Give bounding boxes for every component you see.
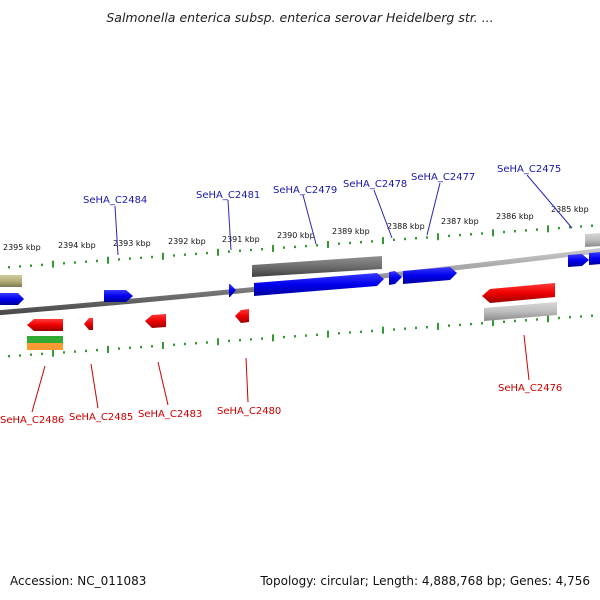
gene-label[interactable]: SeHA_C2476 [498, 383, 562, 394]
scale-label: 2386 kbp [496, 212, 534, 221]
gene-reverse[interactable] [482, 283, 555, 303]
gene-forward[interactable] [229, 284, 236, 297]
gene-label[interactable]: SeHA_C2477 [411, 172, 475, 183]
accession-text: Accession: NC_011083 [10, 574, 147, 588]
forward-gene-labels: SeHA_C2484 SeHA_C2481 SeHA_C2479 SeHA_C2… [83, 164, 561, 206]
gene-reverse[interactable] [27, 319, 63, 331]
reverse-gene-labels: SeHA_C2486 SeHA_C2485 SeHA_C2483 SeHA_C2… [0, 383, 562, 426]
forward-genes [0, 252, 600, 305]
gene-label[interactable]: SeHA_C2486 [0, 415, 64, 426]
leader-line [31, 365, 46, 413]
leader-line [523, 334, 530, 381]
gene-reverse[interactable] [84, 318, 93, 330]
gene-forward-long[interactable] [254, 273, 384, 296]
scale-label: 2393 kbp [113, 239, 151, 248]
feature-orange-bar[interactable] [27, 343, 63, 350]
leader-line [302, 194, 317, 245]
gene-label[interactable]: SeHA_C2484 [83, 195, 147, 206]
gene-forward[interactable] [403, 267, 457, 284]
scale-labels: 2395 kbp 2394 kbp 2393 kbp 2392 kbp 2391… [3, 205, 589, 252]
genome-title: Salmonella enterica subsp. enterica sero… [106, 10, 494, 25]
gene-forward[interactable] [589, 252, 600, 265]
gene-reverse[interactable] [235, 309, 249, 323]
gene-label[interactable]: SeHA_C2475 [497, 164, 561, 175]
feature-light-grey-bar-edge[interactable] [585, 233, 600, 247]
feature-light-grey-bar[interactable] [484, 302, 557, 321]
gene-reverse[interactable] [145, 314, 166, 328]
gene-label[interactable]: SeHA_C2479 [273, 185, 337, 196]
genome-summary-text: Topology: circular; Length: 4,888,768 bp… [260, 574, 590, 588]
leader-line [245, 357, 249, 403]
leader-line [227, 199, 232, 251]
feature-grey-bar-top[interactable] [252, 256, 382, 277]
leader-line [426, 182, 441, 236]
scale-label: 2389 kbp [332, 227, 370, 236]
leader-line [90, 363, 99, 409]
scale-label: 2385 kbp [551, 205, 589, 214]
reverse-label-leaders [31, 334, 530, 413]
leader-line [526, 174, 573, 229]
upper-scale-ticks [8, 224, 593, 269]
gene-label[interactable]: SeHA_C2480 [217, 406, 281, 417]
scale-label: 2395 kbp [3, 243, 41, 252]
scale-label: 2390 kbp [277, 231, 315, 240]
leader-line [157, 361, 169, 406]
gene-forward[interactable] [568, 254, 589, 267]
gene-label[interactable]: SeHA_C2478 [343, 179, 407, 190]
scale-label: 2392 kbp [168, 237, 206, 246]
scale-label: 2394 kbp [58, 241, 96, 250]
feature-green-bar[interactable] [27, 336, 63, 344]
forward-label-leaders [114, 174, 573, 256]
gene-forward[interactable] [389, 271, 402, 285]
gene-forward[interactable] [0, 293, 24, 305]
scale-label: 2388 kbp [387, 222, 425, 231]
scale-label: 2387 kbp [441, 217, 479, 226]
gene-label[interactable]: SeHA_C2483 [138, 409, 202, 420]
gene-label[interactable]: SeHA_C2481 [196, 190, 260, 201]
feature-olive-bar[interactable] [0, 275, 22, 287]
scale-label: 2391 kbp [222, 235, 260, 244]
leader-line [114, 205, 119, 256]
reverse-genes [27, 283, 555, 331]
gene-label[interactable]: SeHA_C2485 [69, 412, 133, 423]
lower-scale-ticks [8, 314, 593, 358]
gene-forward[interactable] [104, 290, 133, 302]
leader-line [373, 189, 393, 239]
